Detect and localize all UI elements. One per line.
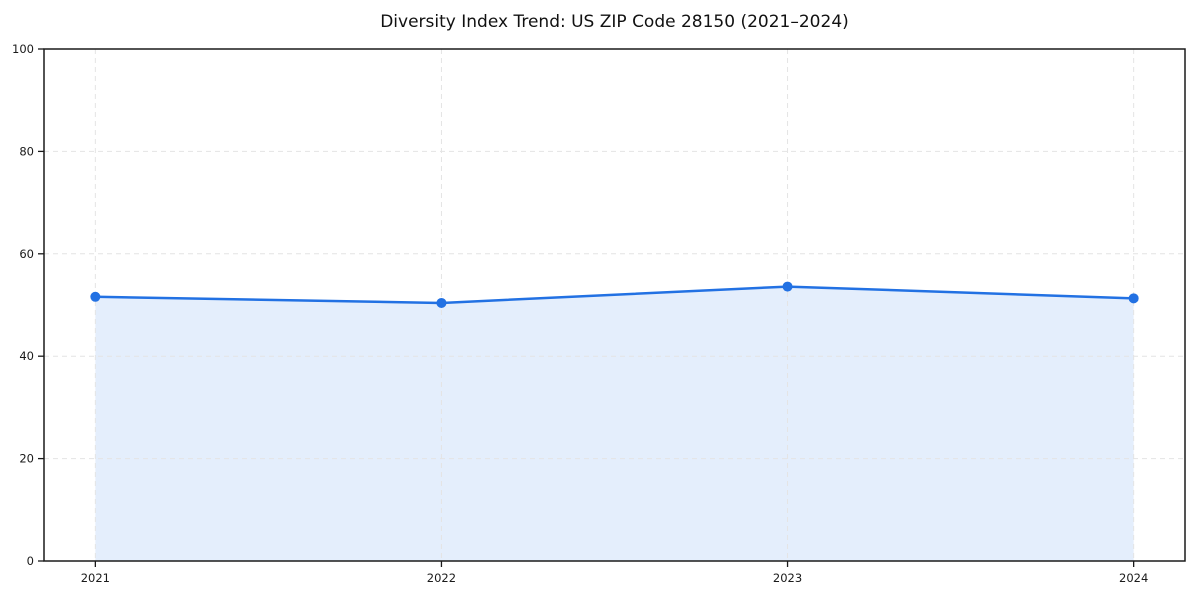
data-point-2021	[90, 291, 101, 302]
x-tick-label-2024: 2024	[1119, 571, 1148, 585]
y-tick-label-100: 100	[12, 42, 34, 56]
plot-border	[43, 48, 1186, 562]
data-point-2023	[782, 281, 793, 292]
y-tick-label-80: 80	[19, 144, 34, 158]
x-tick-label-2021: 2021	[81, 571, 110, 585]
x-tick-label-2022: 2022	[427, 571, 456, 585]
data-point-2022	[436, 297, 447, 308]
area-fill	[95, 286, 1134, 561]
y-tick-label-60: 60	[19, 247, 34, 261]
y-tick-label-20: 20	[19, 452, 34, 466]
chart-title: Diversity Index Trend: US ZIP Code 28150…	[380, 12, 849, 32]
y-tick-label-40: 40	[19, 349, 34, 363]
y-tick-label-0: 0	[27, 554, 34, 568]
data-point-2024	[1128, 293, 1139, 304]
x-tick-label-2023: 2023	[773, 571, 802, 585]
series-line	[94, 285, 1135, 305]
